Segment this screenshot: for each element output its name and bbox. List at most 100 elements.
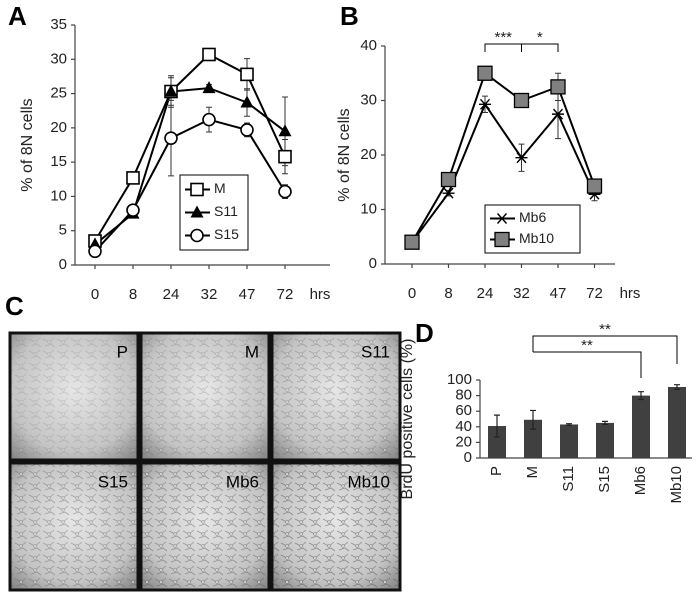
marker-shape — [479, 98, 491, 110]
marker-shape — [477, 65, 493, 81]
marker — [202, 81, 216, 94]
x-tick-label: M — [524, 466, 541, 479]
error-bar — [638, 391, 644, 401]
marker — [494, 231, 510, 248]
micrograph-label: Mb6 — [226, 472, 259, 491]
marker-shape — [126, 171, 140, 185]
marker-shape — [202, 47, 216, 62]
marker-shape — [552, 108, 564, 120]
marker-shape — [126, 203, 140, 217]
significance-bracket — [533, 351, 642, 378]
series-line — [94, 118, 286, 252]
legend-label: M — [214, 180, 226, 196]
y-axis-label: BrdU positive cells (%) — [399, 339, 416, 500]
y-tick-label: 20 — [360, 146, 377, 163]
x-tick-label: 72 — [277, 286, 294, 303]
x-tick-label: 32 — [513, 285, 530, 302]
micrograph: S15 — [8, 461, 140, 592]
marker-shape — [440, 171, 457, 188]
x-axis-label: hrs — [620, 285, 641, 302]
bar — [524, 419, 542, 458]
marker-shape — [278, 124, 292, 137]
y-tick-label: 10 — [360, 200, 377, 217]
error-bar — [602, 420, 608, 426]
y-tick-label: 20 — [455, 433, 472, 450]
y-tick-label: 25 — [50, 85, 67, 102]
marker — [240, 123, 254, 137]
error-bar-line — [674, 384, 680, 390]
panel-label: B — [340, 1, 359, 31]
legend-label: Mb6 — [519, 209, 546, 225]
marker — [164, 131, 178, 145]
x-tick-label: 0 — [408, 285, 416, 302]
marker — [515, 152, 528, 164]
x-tick-label: 8 — [444, 285, 452, 302]
marker — [442, 187, 455, 199]
micrograph: Mb10 — [270, 461, 402, 592]
marker — [190, 228, 204, 243]
error-bar — [494, 414, 500, 438]
marker-shape — [88, 244, 102, 259]
y-axis-label: % of 8N cells — [19, 98, 36, 191]
x-tick-label: 47 — [550, 285, 567, 302]
micrograph-frame — [270, 461, 402, 592]
error-bar-line — [638, 391, 644, 401]
y-tick-label: 15 — [50, 153, 67, 170]
marker-shape — [513, 92, 530, 109]
y-tick-label: 20 — [50, 119, 67, 136]
x-tick-label: 72 — [586, 285, 603, 302]
legend-label: S11 — [214, 203, 238, 219]
y-tick-label: 30 — [360, 91, 377, 108]
y-tick-label: 60 — [455, 402, 472, 419]
marker-shape — [202, 81, 216, 94]
y-tick-label: 80 — [455, 387, 472, 404]
micrograph-frame — [8, 331, 140, 462]
marker — [278, 124, 292, 137]
marker-shape — [550, 79, 566, 95]
micrograph-frame — [270, 331, 402, 462]
marker-shape — [404, 234, 420, 250]
marker-shape — [496, 213, 508, 224]
marker — [586, 178, 603, 194]
panel-label: C — [5, 291, 24, 321]
y-tick-label: 100 — [447, 371, 472, 388]
panel-label: A — [8, 1, 27, 31]
series-line — [411, 102, 596, 243]
x-tick-label: Mb10 — [668, 466, 685, 504]
micrograph-frame — [8, 461, 140, 592]
micrograph-label: M — [245, 342, 259, 361]
x-tick-label: 24 — [477, 285, 494, 302]
micrograph-texture — [10, 333, 138, 460]
bar — [488, 426, 506, 458]
micrograph-label: P — [117, 342, 128, 361]
x-tick-label: S11 — [560, 466, 577, 492]
micrograph-texture — [10, 463, 138, 590]
micrograph: Mb6 — [139, 461, 271, 592]
panel-label: D — [415, 318, 434, 348]
x-tick-label: S15 — [596, 466, 613, 493]
x-axis-label: hrs — [310, 286, 331, 303]
marker — [479, 98, 491, 110]
micrograph-label: Mb10 — [347, 472, 390, 491]
marker — [552, 108, 564, 120]
bar — [668, 387, 686, 458]
micrograph: P — [8, 331, 140, 462]
marker — [440, 171, 457, 188]
bar — [560, 424, 578, 458]
error-bar-line — [566, 423, 572, 426]
y-tick-label: 0 — [369, 255, 377, 272]
marker — [202, 112, 216, 127]
legend: Mb6 Mb10 — [484, 204, 581, 254]
micrograph-texture — [272, 333, 400, 460]
micrograph-label: S11 — [361, 342, 390, 361]
y-tick-label: 5 — [59, 222, 67, 239]
marker-shape — [278, 149, 292, 164]
series-line — [94, 53, 286, 242]
micrograph-texture — [141, 463, 269, 590]
marker — [190, 205, 204, 218]
marker-shape — [164, 84, 178, 97]
marker-shape — [586, 178, 603, 194]
legend-label: Mb10 — [519, 230, 554, 246]
x-tick-label: Mb6 — [632, 466, 649, 495]
marker-shape — [240, 123, 254, 137]
